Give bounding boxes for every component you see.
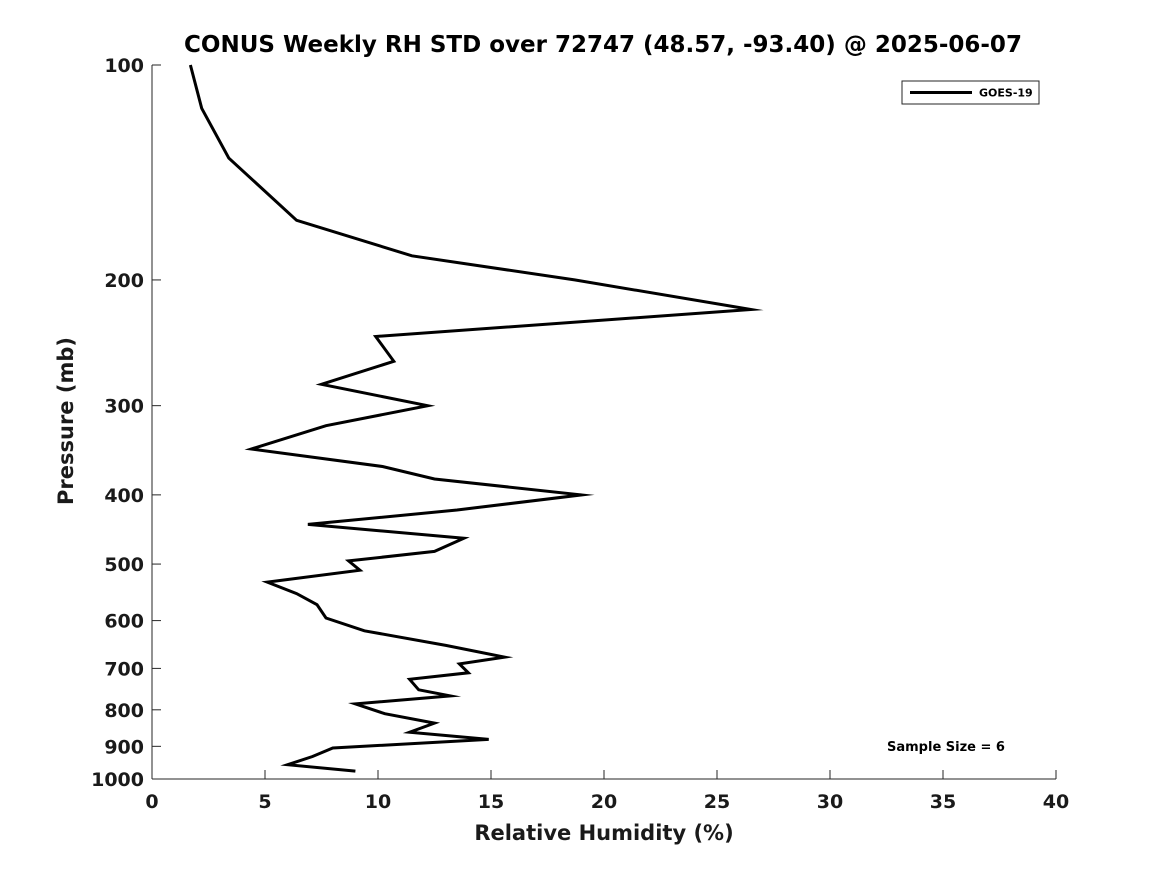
y-tick-label: 100 (104, 55, 144, 77)
y-axis-ticks: 100 200 300 400 500 600 700 800 900 1000 (91, 55, 161, 791)
y-tick-label: 200 (104, 270, 144, 292)
x-axis-ticks: 0 5 10 15 20 25 30 35 40 (145, 770, 1069, 813)
chart-title: CONUS Weekly RH STD over 72747 (48.57, -… (184, 32, 1022, 58)
y-tick-label: 500 (104, 554, 144, 576)
x-tick-label: 35 (930, 791, 956, 813)
legend: GOES-19 (901, 80, 1040, 105)
x-tick-label: 30 (817, 791, 843, 813)
x-tick-label: 40 (1043, 791, 1069, 813)
y-tick-label: 600 (104, 611, 144, 633)
x-tick-label: 0 (145, 791, 158, 813)
series-line-goes-19 (188, 64, 764, 773)
x-tick-label: 25 (704, 791, 730, 813)
x-tick-label: 10 (365, 791, 391, 813)
sample-size-annotation: Sample Size = 6 (887, 740, 1005, 755)
y-tick-label: 900 (104, 736, 144, 758)
legend-entry-goes-19: GOES-19 (979, 87, 1033, 100)
y-axis-label: Pressure (mb) (54, 337, 78, 505)
y-tick-label: 1000 (91, 769, 144, 791)
x-tick-label: 5 (258, 791, 271, 813)
y-tick-label: 700 (104, 658, 144, 680)
series-layer (188, 64, 764, 773)
y-tick-label: 400 (104, 485, 144, 507)
x-tick-label: 20 (591, 791, 617, 813)
y-tick-label: 800 (104, 700, 144, 722)
x-tick-label: 15 (478, 791, 504, 813)
y-tick-label: 300 (104, 396, 144, 418)
axes (151, 65, 1056, 780)
x-axis-label: Relative Humidity (%) (474, 821, 733, 845)
